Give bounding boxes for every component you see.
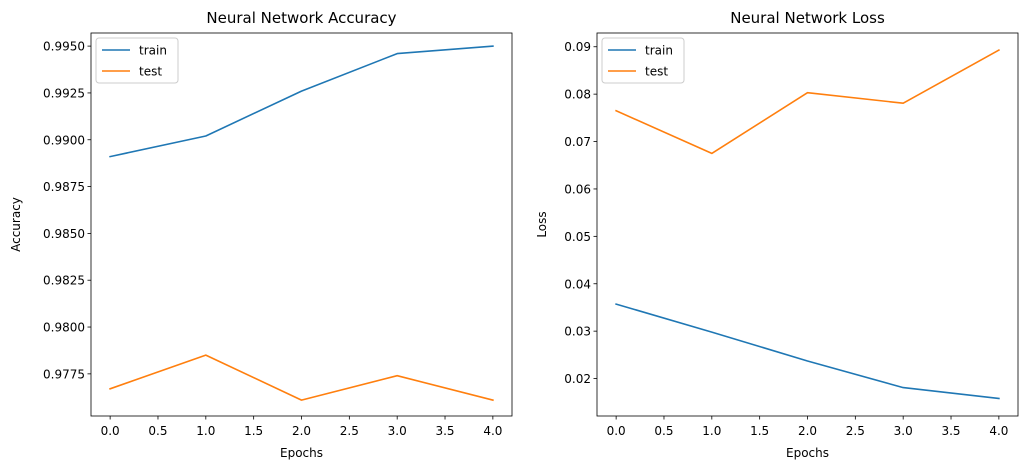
series-line-train [109,45,494,158]
x-axis-label: Epochs [786,446,829,460]
y-tick-label: 0.04 [564,277,591,291]
y-tick-label: 0.07 [564,135,591,149]
x-tick-label: 4.0 [483,424,502,438]
y-tick-label: 0.9850 [43,227,85,241]
x-tick-label: 3.5 [941,424,960,438]
y-tick-label: 0.08 [564,88,591,102]
y-tick-label: 0.9800 [43,321,85,335]
y-axis-label: Accuracy [9,197,23,252]
chart-title: Neural Network Loss [730,9,885,27]
x-tick-label: 3.5 [435,424,454,438]
legend: train test [601,37,685,84]
series-line-train [615,303,1000,400]
x-tick-label: 0.0 [101,424,120,438]
x-tick-label: 3.0 [894,424,913,438]
x-tick-label: 0.5 [654,424,673,438]
y-tick-label: 0.9775 [43,367,85,381]
x-tick-label: 1.5 [750,424,769,438]
x-tick-label: 1.0 [196,424,215,438]
y-tick-label: 0.06 [564,182,591,196]
x-tick-label: 2.5 [846,424,865,438]
x-tick-label: 4.0 [989,424,1008,438]
x-tick-label: 1.0 [702,424,721,438]
y-tick-label: 0.9875 [43,180,85,194]
x-tick-label: 2.5 [340,424,359,438]
legend: train test [95,37,179,84]
legend-label-test: test [645,65,668,79]
y-tick-label: 0.09 [564,40,591,54]
x-axis-label: Epochs [280,446,323,460]
chart-title: Neural Network Accuracy [206,9,396,27]
plot-frame [596,32,1019,417]
x-tick-label: 0.5 [148,424,167,438]
legend-label-test: test [139,65,162,79]
y-axis-label: Loss [535,211,549,237]
x-tick-label: 1.5 [244,424,263,438]
y-tick-label: 0.9925 [43,86,85,100]
accuracy-chart: 0.0 0.5 1.0 1.5 2.0 2.5 3.0 3.5 4.0 0.9775 0.9800 0… [9,9,513,460]
y-tick-label: 0.9950 [43,40,85,54]
y-tick-label: 0.02 [564,372,591,386]
x-tick-label: 3.0 [388,424,407,438]
x-tick-label: 2.0 [798,424,817,438]
y-tick-label: 0.05 [564,230,591,244]
y-tick-label: 0.9825 [43,274,85,288]
y-tick-label: 0.9900 [43,133,85,147]
loss-chart: 0.0 0.5 1.0 1.5 2.0 2.5 3.0 3.5 4.0 0.02 0.03 0.04 0… [535,9,1019,460]
x-tick-label: 2.0 [292,424,311,438]
series-line-test [615,49,1000,155]
y-tick-label: 0.03 [564,325,591,339]
legend-label-train: train [139,44,167,58]
series-line-test [109,354,494,402]
legend-label-train: train [645,44,673,58]
x-tick-label: 0.0 [607,424,626,438]
